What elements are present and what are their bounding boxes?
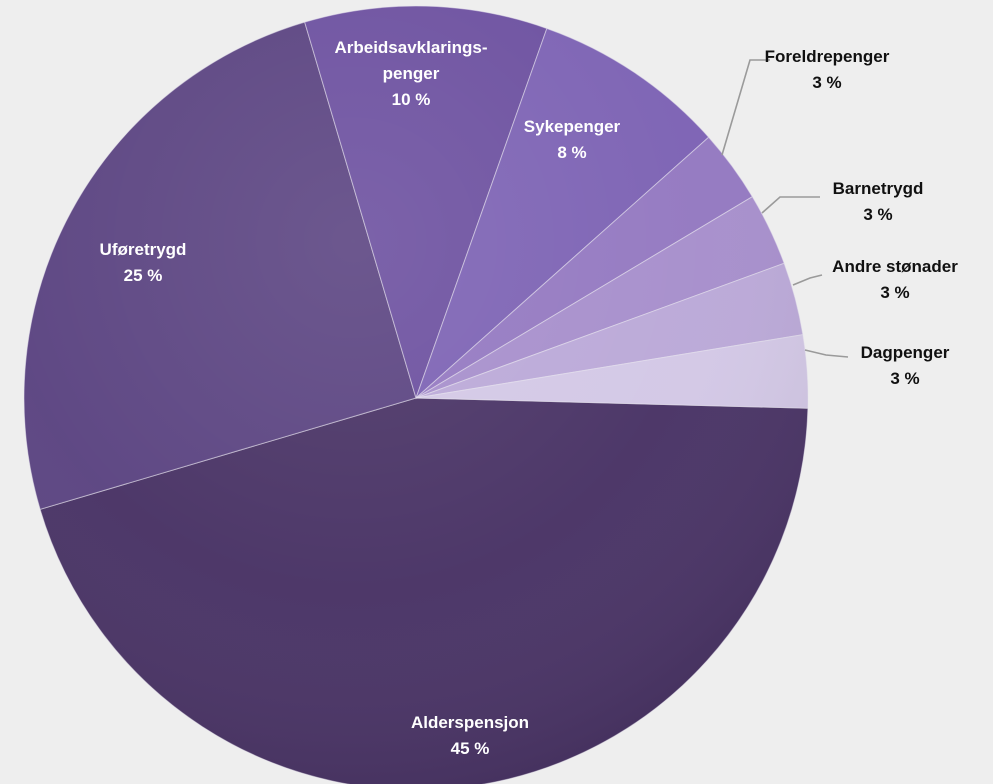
slice-value-4: 3 % — [812, 73, 841, 92]
slice-label-2: Arbeidsavklarings-penger 10 % — [334, 38, 487, 109]
slice-label-4: Foreldrepenger 3 % — [765, 47, 890, 92]
slice-value-0: 45 % — [451, 739, 490, 758]
leader-line-6 — [792, 274, 823, 286]
slice-label-7: Dagpenger 3 % — [861, 343, 950, 388]
leader-line-7 — [804, 349, 849, 358]
slice-label-6: Andre stønader 3 % — [832, 257, 958, 302]
pie-sheen — [24, 6, 808, 784]
slice-label-5: Barnetrygd 3 % — [833, 179, 924, 224]
slice-value-2: 10 % — [392, 90, 431, 109]
slice-value-5: 3 % — [863, 205, 892, 224]
slice-label-1: Uføretrygd 25 % — [100, 240, 187, 285]
slice-value-7: 3 % — [890, 369, 919, 388]
slice-value-1: 25 % — [124, 266, 163, 285]
leader-line-5 — [761, 196, 820, 214]
slice-label-0: Alderspensjon 45 % — [411, 713, 529, 758]
slice-label-3: Sykepenger 8 % — [524, 117, 621, 162]
slice-value-3: 8 % — [557, 143, 586, 162]
slice-value-6: 3 % — [880, 283, 909, 302]
leader-line-4 — [721, 59, 770, 156]
